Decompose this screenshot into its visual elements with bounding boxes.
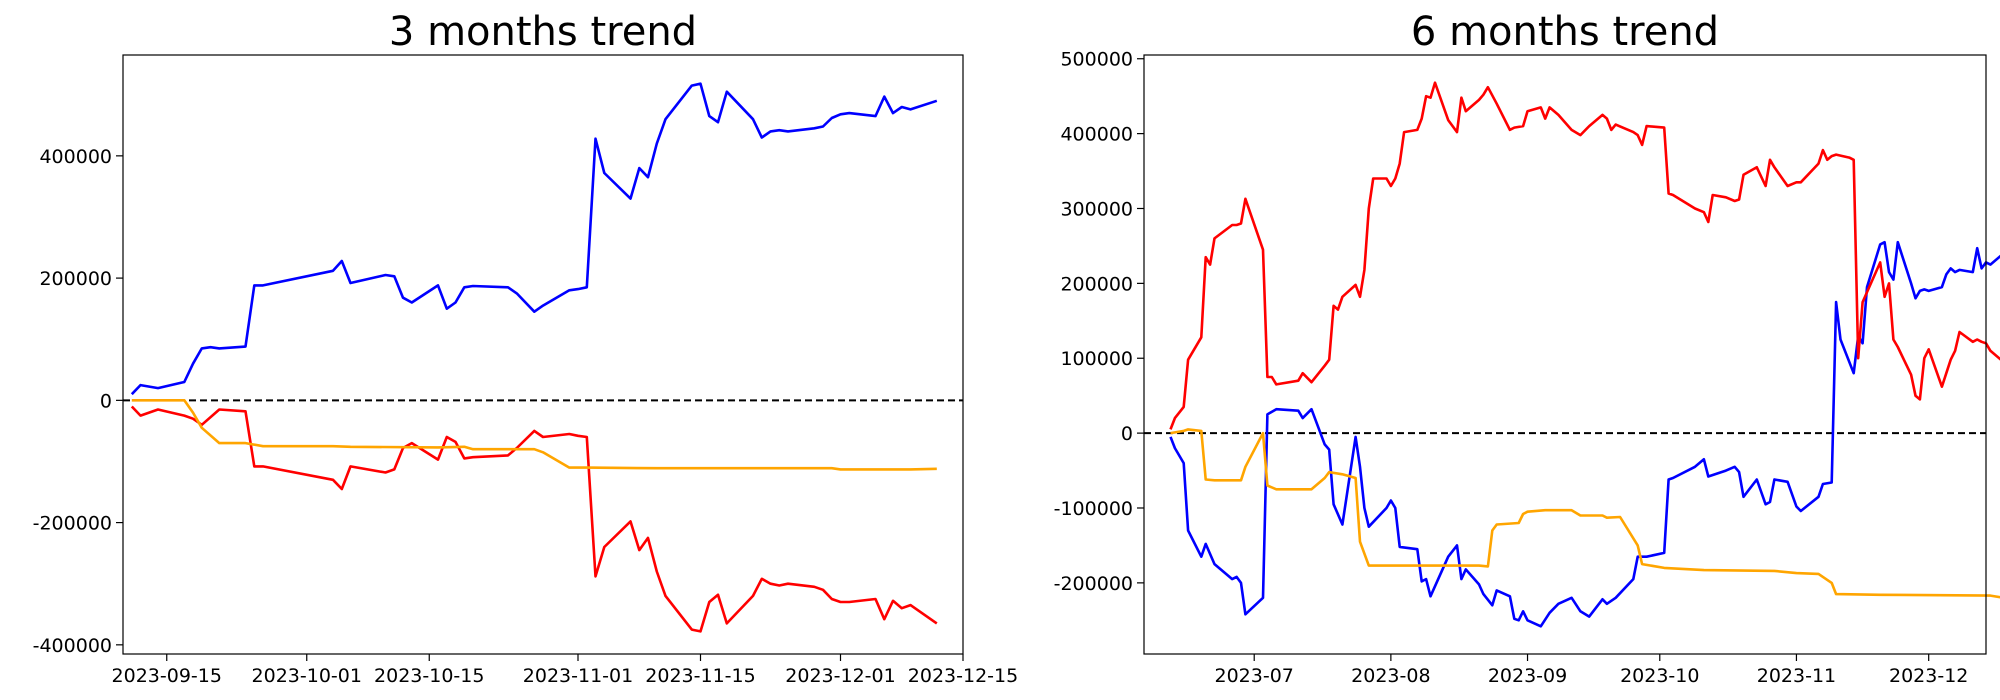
y-tick-label: -200000 <box>1054 573 1133 595</box>
x-tick-label: 2023-10-01 <box>252 665 362 687</box>
x-tick-label: 2023-10-15 <box>374 665 484 687</box>
y-tick-label: -100000 <box>1054 498 1133 520</box>
x-tick-label: 2023-11-01 <box>523 665 633 687</box>
x-tick-label: 2023-09 <box>1488 665 1567 687</box>
x-tick-label: 2023-07 <box>1215 665 1294 687</box>
y-tick-label: -200000 <box>33 513 112 535</box>
series-line-3 <box>131 398 937 471</box>
x-tick-label: 2023-12 <box>1889 665 1968 687</box>
y-tick-label: 200000 <box>1060 273 1133 295</box>
x-tick-label: 2023-10 <box>1620 665 1699 687</box>
y-tick-label: 400000 <box>39 146 112 168</box>
y-tick-label: 200000 <box>39 268 112 290</box>
y-tick-label: 400000 <box>1060 124 1133 146</box>
plot-frame <box>1143 54 1987 655</box>
chart-panel-6-months: 6 months trend -200000 -100000 0 100000 20000… <box>1054 9 2000 687</box>
y-tick-label: 0 <box>100 390 112 412</box>
x-tick-label: 2023-11 <box>1757 665 1836 687</box>
series-line-1 <box>1169 240 2000 628</box>
series-line-3 <box>1170 428 2000 599</box>
series-line-2 <box>130 405 938 633</box>
y-tick-label: 300000 <box>1060 198 1133 220</box>
chart-panel-3-months: 3 months trend -400000 -200000 0 200000 40000… <box>33 9 1019 687</box>
x-tick-label: 2023-08 <box>1351 665 1430 687</box>
x-tick-label: 2023-11-15 <box>645 665 755 687</box>
y-tick-label: 100000 <box>1060 348 1133 370</box>
x-tick-label: 2023-12-01 <box>785 665 895 687</box>
y-tick-label: 500000 <box>1060 49 1133 71</box>
x-tick-label: 2023-09-15 <box>112 665 222 687</box>
chart-title: 6 months trend <box>1411 9 1719 55</box>
chart-title: 3 months trend <box>389 9 697 55</box>
plot-frame <box>122 54 964 655</box>
series-line-1 <box>130 82 938 396</box>
y-tick-label: -400000 <box>33 635 112 657</box>
series-line-2 <box>1169 81 2000 430</box>
y-tick-label: 0 <box>1121 423 1133 445</box>
x-tick-label: 2023-12-15 <box>908 665 1018 687</box>
